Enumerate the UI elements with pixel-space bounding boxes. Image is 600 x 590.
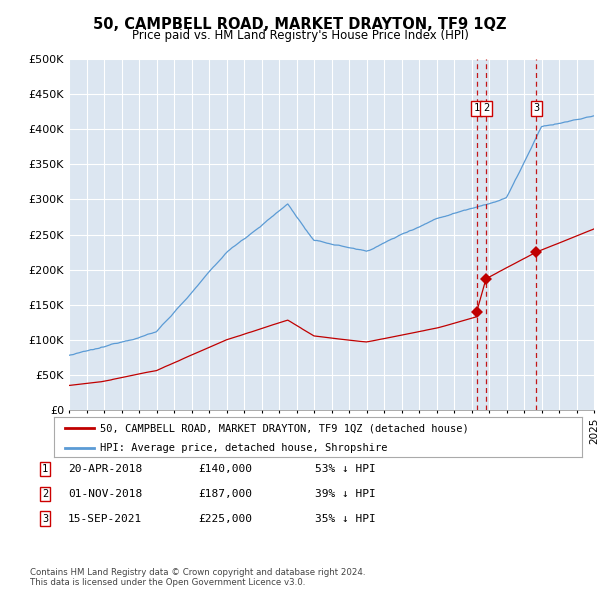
Text: £187,000: £187,000 [198, 489, 252, 499]
Text: 2: 2 [42, 489, 48, 499]
Text: 53% ↓ HPI: 53% ↓ HPI [314, 464, 376, 474]
Text: 15-SEP-2021: 15-SEP-2021 [68, 514, 142, 523]
Text: £140,000: £140,000 [198, 464, 252, 474]
Text: 2: 2 [483, 103, 489, 113]
Text: 1: 1 [42, 464, 48, 474]
Text: 20-APR-2018: 20-APR-2018 [68, 464, 142, 474]
Text: 3: 3 [42, 514, 48, 523]
Text: Price paid vs. HM Land Registry's House Price Index (HPI): Price paid vs. HM Land Registry's House … [131, 29, 469, 42]
Text: £225,000: £225,000 [198, 514, 252, 523]
Text: HPI: Average price, detached house, Shropshire: HPI: Average price, detached house, Shro… [100, 444, 388, 454]
Text: 1: 1 [473, 103, 480, 113]
Text: 50, CAMPBELL ROAD, MARKET DRAYTON, TF9 1QZ: 50, CAMPBELL ROAD, MARKET DRAYTON, TF9 1… [93, 17, 507, 31]
Text: 39% ↓ HPI: 39% ↓ HPI [314, 489, 376, 499]
Text: 3: 3 [533, 103, 539, 113]
Text: Contains HM Land Registry data © Crown copyright and database right 2024.
This d: Contains HM Land Registry data © Crown c… [30, 568, 365, 587]
Text: 35% ↓ HPI: 35% ↓ HPI [314, 514, 376, 523]
Text: 01-NOV-2018: 01-NOV-2018 [68, 489, 142, 499]
Text: 50, CAMPBELL ROAD, MARKET DRAYTON, TF9 1QZ (detached house): 50, CAMPBELL ROAD, MARKET DRAYTON, TF9 1… [100, 424, 469, 434]
